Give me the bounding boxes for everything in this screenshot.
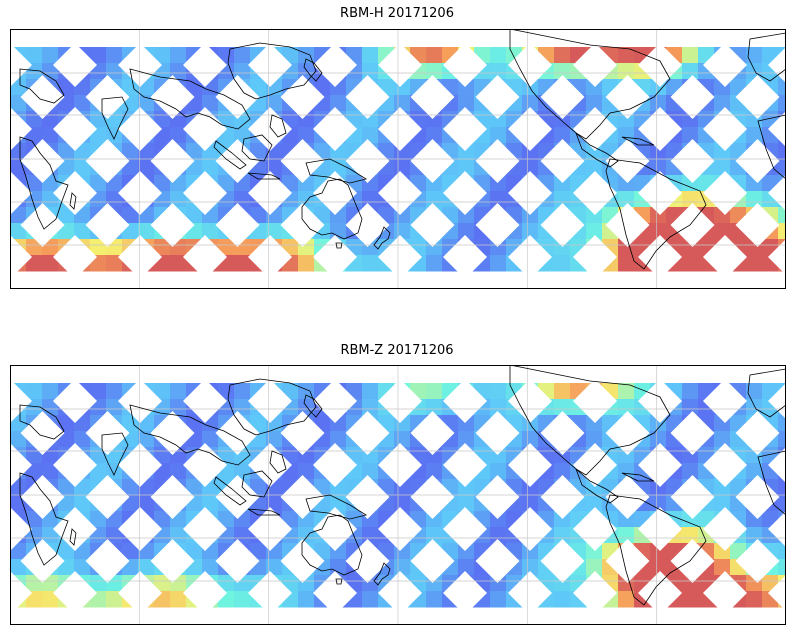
coastline-asia xyxy=(129,68,251,130)
coastline-japan xyxy=(303,58,323,82)
coastline-africa xyxy=(19,472,69,566)
coastline-philippines xyxy=(269,114,287,138)
coastline-borneo xyxy=(241,134,273,162)
graticule xyxy=(10,29,786,289)
coastline-sumatra xyxy=(213,476,247,506)
coastline-arabia xyxy=(19,404,65,440)
graticule xyxy=(10,365,786,625)
map-rbm-z[interactable] xyxy=(10,365,786,625)
swath-gaps xyxy=(10,43,786,279)
coastline-australia xyxy=(301,514,363,576)
coastline-china xyxy=(227,378,317,436)
coastline-java xyxy=(247,508,281,516)
panel-title-rbm-z: RBM-Z 20171206 xyxy=(340,343,454,358)
coastline-newguinea xyxy=(305,158,368,184)
coastline-australia xyxy=(301,178,363,240)
coastline-northamerica xyxy=(509,365,671,476)
coastline-europe xyxy=(747,368,786,418)
coastline-china xyxy=(227,42,317,100)
coastline-asia xyxy=(129,404,251,466)
coastline-india xyxy=(101,432,129,476)
coastline-java xyxy=(247,172,281,180)
coastline-madagascar xyxy=(69,528,77,546)
coastline-tasmania xyxy=(335,578,343,585)
swath-gaps xyxy=(10,379,786,615)
panel-title-rbm-h: RBM-H 20171206 xyxy=(340,6,454,21)
coastline-borneo xyxy=(241,470,273,498)
coastline-europe xyxy=(747,32,786,82)
map-frame xyxy=(10,365,786,625)
coastline-northamerica xyxy=(509,29,671,140)
map-frame xyxy=(10,29,786,289)
map-rbm-h[interactable] xyxy=(10,29,786,289)
coastline-newzealand xyxy=(373,226,391,250)
coastline-sumatra xyxy=(213,140,247,170)
coastline-newguinea xyxy=(305,494,368,520)
coastline-philippines xyxy=(269,450,287,474)
coastline-madagascar xyxy=(69,192,77,210)
coastline-newzealand xyxy=(373,562,391,586)
coastlines xyxy=(19,29,786,270)
coastline-westafrica xyxy=(757,450,786,516)
coastline-caribbean xyxy=(621,136,655,146)
coastline-westafrica xyxy=(757,114,786,180)
coastline-centralamerica xyxy=(575,468,619,504)
coastline-japan xyxy=(303,394,323,418)
coastline-tasmania xyxy=(335,242,343,249)
coastline-india xyxy=(101,96,129,140)
coastline-arabia xyxy=(19,68,65,104)
coastline-southamerica xyxy=(605,158,707,270)
coastline-africa xyxy=(19,136,69,230)
coastline-southamerica xyxy=(605,494,707,606)
coastline-caribbean xyxy=(621,472,655,482)
coastline-centralamerica xyxy=(575,132,619,168)
coastlines xyxy=(19,365,786,606)
